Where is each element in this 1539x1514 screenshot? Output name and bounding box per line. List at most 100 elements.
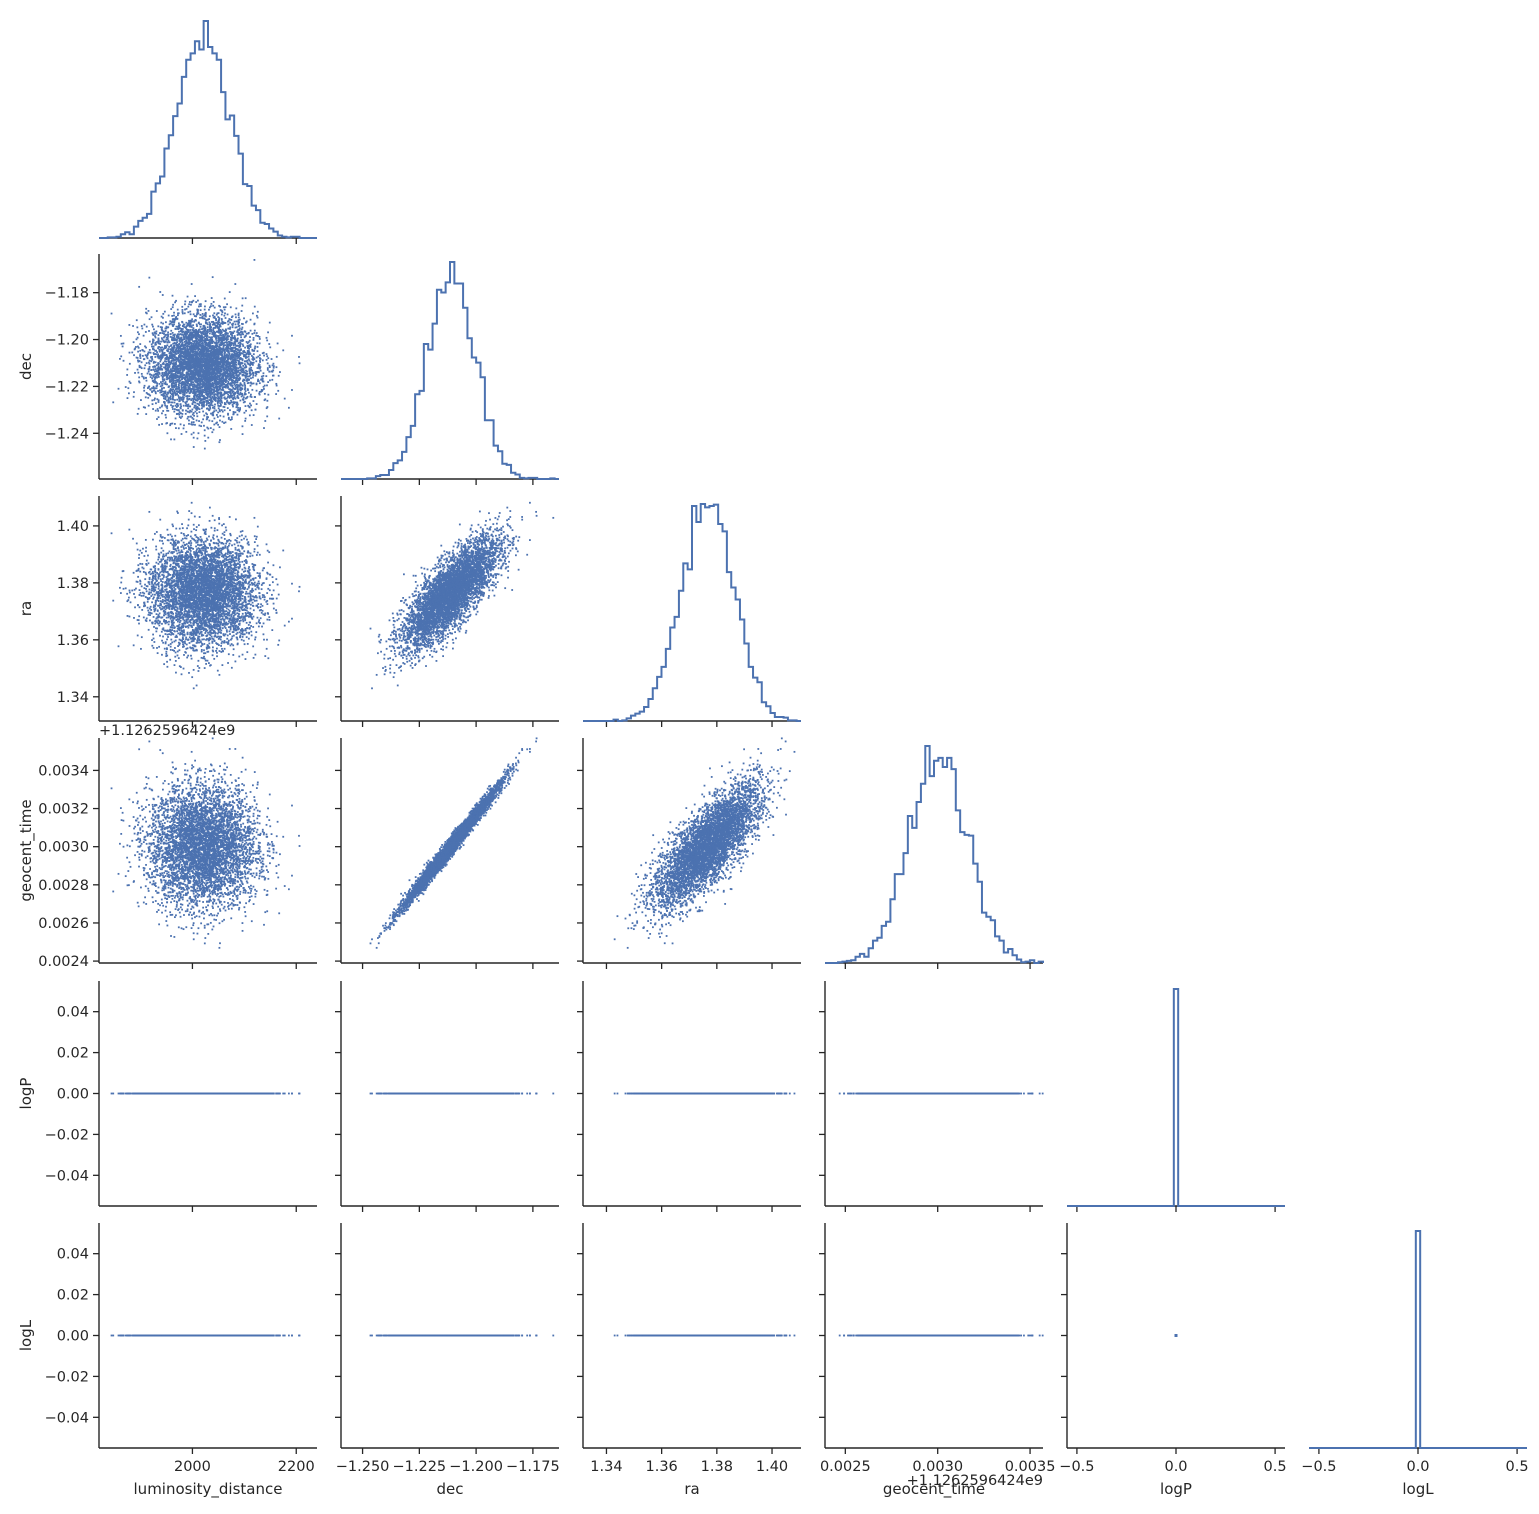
scatter-point [238,317,240,319]
scatter-point [153,387,155,389]
scatter-point [134,372,136,374]
scatter-point [161,389,163,391]
scatter-point [220,404,222,406]
scatter-point [220,387,222,389]
scatter-point [234,321,236,323]
scatter-point [164,360,166,362]
scatter-point [174,402,176,404]
scatter-point [257,317,259,319]
scatter-point [152,408,154,410]
scatter-point [237,334,239,336]
scatter-point [249,365,251,367]
scatter-point [187,311,189,313]
scatter-point [137,331,139,333]
scatter-point [190,399,192,401]
scatter-point [175,427,177,429]
scatter-point [170,404,172,406]
scatter-point [173,345,175,347]
scatter-point [152,380,154,382]
scatter-point [151,374,153,376]
scatter-point [259,338,261,340]
scatter-point [232,406,234,408]
scatter-point [209,306,211,308]
scatter-point [244,382,246,384]
scatter-point [227,321,229,323]
scatter-point [216,414,218,416]
scatter-point [153,399,155,401]
scatter-point [181,433,183,435]
scatter-point [166,344,168,346]
scatter-point [170,344,172,346]
scatter-point [253,332,255,334]
scatter-point [204,429,206,431]
scatter-point [251,363,253,365]
scatter-point [209,397,211,399]
scatter-point [187,395,189,397]
scatter-point [162,294,164,296]
scatter-point [162,379,164,381]
scatter-point [136,319,138,321]
scatter-point [187,296,189,298]
scatter-points [111,259,301,449]
scatter-point [259,342,261,344]
scatter-point [148,362,150,364]
scatter-point [151,391,153,393]
scatter-point [126,369,128,371]
scatter-point [148,371,150,373]
scatter-point [193,313,195,315]
scatter-point [253,339,255,341]
scatter-point [214,404,216,406]
scatter-point [266,415,268,417]
scatter-point [220,389,222,391]
scatter-point [223,346,225,348]
scatter-point [267,367,269,369]
scatter-point [153,369,155,371]
scatter-point [282,349,284,351]
scatter-point [210,427,212,429]
scatter-point [144,364,146,366]
scatter-point [138,408,140,410]
scatter-point [153,328,155,330]
scatter-point [186,339,188,341]
scatter-point [206,427,208,429]
scatter-point [239,400,241,402]
scatter-point [231,389,233,391]
scatter-point [145,347,147,349]
scatter-point [187,348,189,350]
scatter-point [269,379,271,381]
scatter-point [222,311,224,313]
scatter-point [244,420,246,422]
scatter-point [123,343,125,345]
scatter-point [251,424,253,426]
scatter-point [199,425,201,427]
scatter-point [193,327,195,329]
scatter-point [181,306,183,308]
scatter-point [257,335,259,337]
scatter-point [128,392,130,394]
scatter-point [240,382,242,384]
scatter-point [193,381,195,383]
scatter-point [224,409,226,411]
scatter-point [145,331,147,333]
scatter-point [158,424,160,426]
scatter-point [254,330,256,332]
scatter-point [249,336,251,338]
scatter-point [188,398,190,400]
scatter-point [258,393,260,395]
scatter-point [192,340,194,342]
scatter-point [214,418,216,420]
scatter-point [250,385,252,387]
scatter-point [112,401,114,403]
scatter-point [178,343,180,345]
scatter-point [200,326,202,328]
scatter-point [244,347,246,349]
scatter-point [157,408,159,410]
scatter-point [235,323,237,325]
scatter-point [156,351,158,353]
scatter-point [232,404,234,406]
scatter-point [182,341,184,343]
scatter-point [193,351,195,353]
scatter-point [266,355,268,357]
scatter-point [178,382,180,384]
scatter-point [185,322,187,324]
